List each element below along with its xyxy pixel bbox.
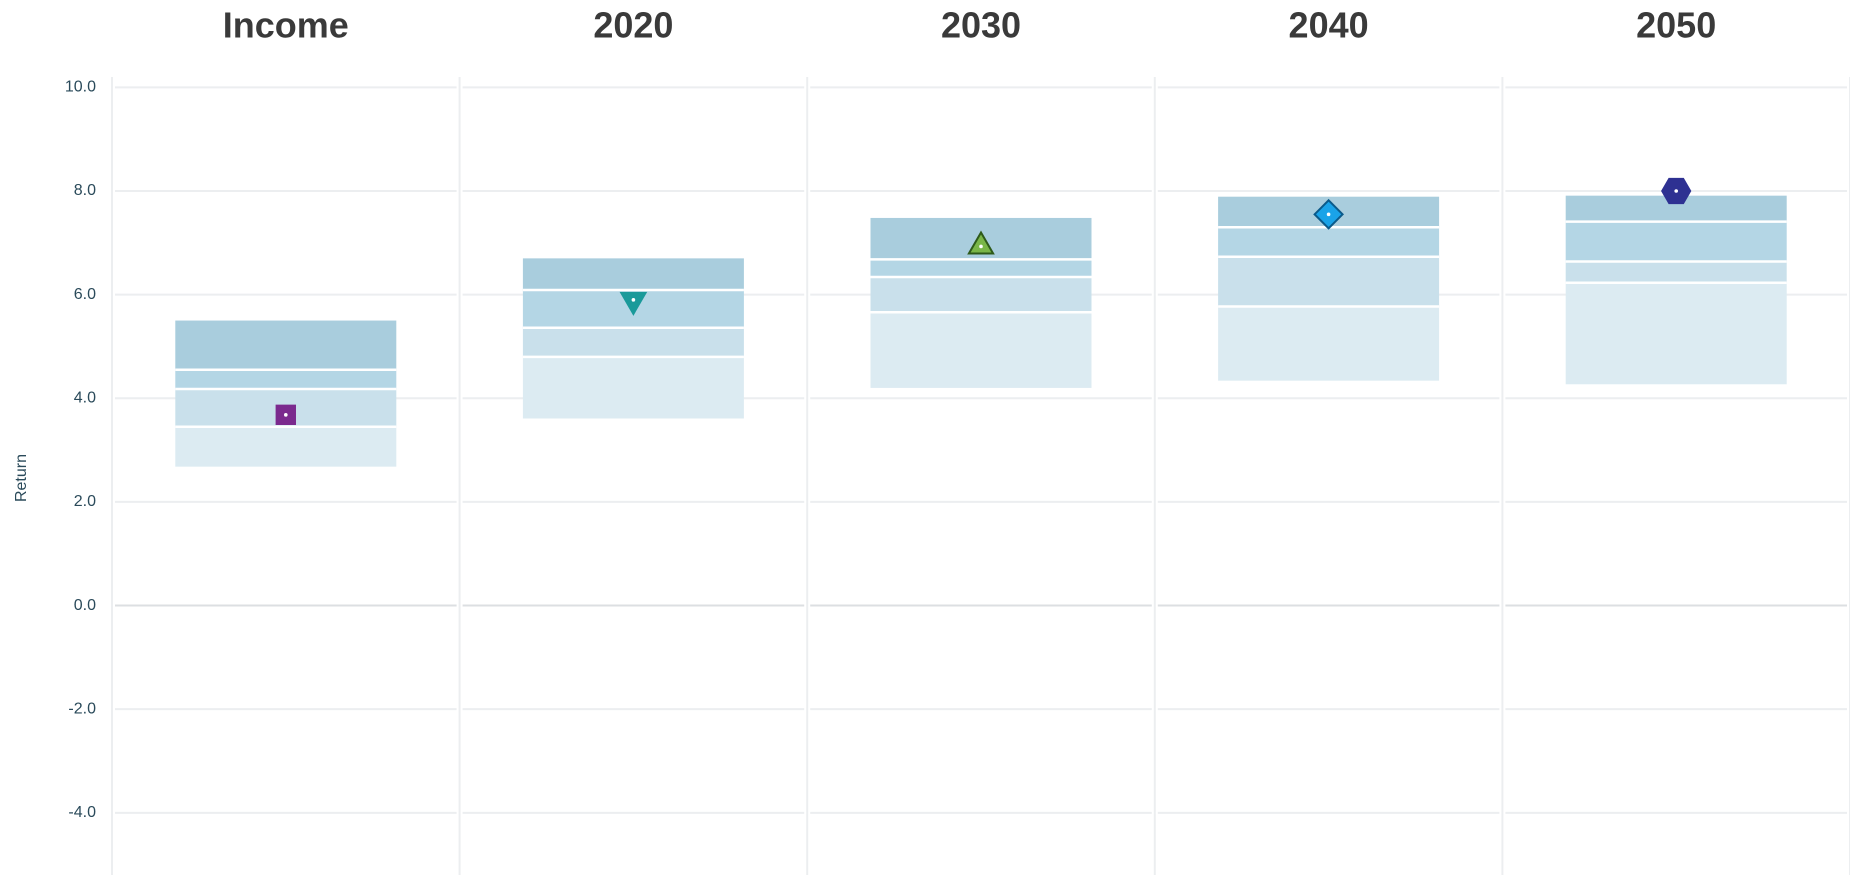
quantile-band [1218, 306, 1440, 381]
quantile-band [522, 258, 744, 290]
quantile-band [870, 277, 1092, 313]
marker-dot [1674, 189, 1678, 193]
y-tick-label: 2.0 [74, 493, 96, 510]
column-title: 2020 [593, 5, 673, 46]
column-title: 2050 [1636, 5, 1716, 46]
column-title: Income [223, 5, 349, 46]
quantile-band [1565, 221, 1787, 262]
quantile-band [870, 259, 1092, 278]
y-axis-label: Return [13, 454, 30, 502]
quantile-band [1218, 227, 1440, 257]
y-tick-label: -2.0 [68, 700, 96, 717]
quantile-band [1565, 261, 1787, 283]
quantile-band [1218, 256, 1440, 307]
y-tick-label: -4.0 [68, 804, 96, 821]
marker [619, 291, 648, 316]
marker-dot [979, 244, 983, 249]
quantile-band [175, 320, 397, 370]
quantile-band [175, 369, 397, 389]
marker-dot [1326, 212, 1331, 217]
marker [967, 230, 995, 255]
y-tick-label: 6.0 [74, 286, 96, 303]
y-tick-label: 4.0 [74, 389, 96, 406]
quantile-band [522, 356, 744, 419]
quantile-band [175, 426, 397, 467]
quantile-band [522, 327, 744, 357]
quantile-band [870, 312, 1092, 388]
column-title: 2030 [941, 5, 1021, 46]
column-title: 2040 [1289, 5, 1369, 46]
y-tick-label: 10.0 [65, 79, 96, 96]
y-tick-label: 8.0 [74, 182, 96, 199]
marker-dot [284, 413, 288, 417]
quantile-band [1565, 282, 1787, 385]
y-tick-label: 0.0 [74, 597, 96, 614]
marker-dot [631, 298, 636, 302]
